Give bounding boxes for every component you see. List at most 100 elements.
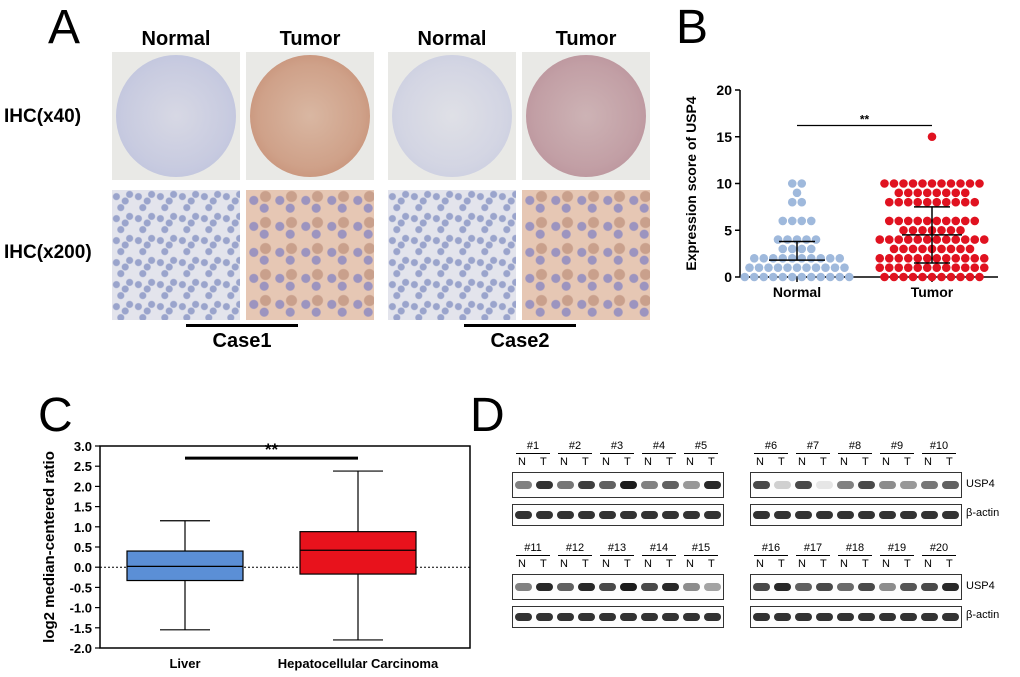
sample-id-label: #4	[652, 440, 666, 452]
b-data-point	[778, 254, 788, 263]
b-ytick-label: 10	[716, 176, 732, 192]
b-data-point	[908, 244, 918, 254]
lane-label-n: N	[560, 456, 568, 468]
b-data-point	[778, 272, 788, 282]
b-data-point	[811, 235, 821, 244]
b-data-point	[913, 235, 923, 244]
lane-label-t: T	[708, 558, 715, 570]
b-y-axis-label: Expression score of USP4	[683, 96, 699, 271]
b-data-point	[802, 263, 811, 272]
b-data-point	[835, 254, 845, 263]
beta-actin-band	[683, 511, 700, 519]
beta-actin-band	[753, 613, 770, 621]
beta-actin-band	[921, 511, 938, 519]
sample-id-label: #5	[694, 440, 708, 452]
sample-id-label: #18	[845, 542, 865, 554]
usp4-blot-strip	[512, 472, 724, 498]
b-data-point	[960, 254, 970, 263]
lane-label-t: T	[666, 456, 673, 468]
usp4-band	[816, 481, 833, 489]
beta-actin-band	[704, 613, 721, 621]
b-ytick-label: 15	[716, 129, 732, 145]
beta-actin-band	[900, 613, 917, 621]
beta-actin-band	[662, 511, 679, 519]
protein-label-beta-actin: β-actin	[966, 609, 1000, 621]
b-data-point	[787, 197, 797, 207]
b-data-point	[787, 254, 797, 263]
b-data-point	[937, 244, 946, 254]
sample-underline	[516, 453, 550, 454]
sample-underline	[754, 555, 788, 556]
c-ytick-label: -1.0	[70, 601, 92, 616]
b-xtick-label: Normal	[773, 284, 821, 300]
b-data-point	[951, 235, 961, 244]
b-data-point	[908, 225, 918, 235]
beta-actin-band	[578, 613, 595, 621]
b-data-point	[979, 263, 989, 272]
c-ytick-label: -1.5	[70, 621, 92, 636]
b-data-point	[913, 254, 923, 263]
b-ytick-label: 20	[716, 82, 732, 98]
b-data-point	[894, 263, 904, 272]
c-ytick-label: 2.0	[74, 479, 92, 494]
b-data-point	[768, 272, 778, 282]
lane-label-t: T	[820, 456, 827, 468]
beta-actin-band	[578, 511, 595, 519]
b-data-point	[956, 179, 965, 188]
b-data-point	[806, 254, 816, 263]
b-data-point	[908, 272, 918, 282]
lane-label-t: T	[778, 456, 785, 468]
sample-underline	[558, 453, 592, 454]
b-data-point	[979, 254, 989, 263]
sample-id-label: #9	[890, 440, 904, 452]
lane-label-t: T	[862, 558, 869, 570]
b-data-point	[903, 197, 913, 207]
beta-actin-blot-strip	[750, 606, 962, 628]
sample-underline	[838, 453, 872, 454]
row-label-ihc-x200: IHC(x200)	[4, 242, 92, 263]
sample-underline	[922, 453, 956, 454]
b-data-point	[965, 272, 975, 282]
b-data-point	[932, 188, 942, 198]
b-data-point	[918, 225, 927, 235]
lane-label-n: N	[924, 558, 932, 570]
sample-id-label: #2	[568, 440, 582, 452]
b-data-point	[960, 235, 970, 244]
usp4-band	[620, 583, 637, 591]
b-data-point	[927, 272, 937, 282]
lane-label-t: T	[540, 558, 547, 570]
usp4-band	[515, 481, 532, 489]
lane-label-n: N	[644, 456, 652, 468]
b-data-point	[941, 254, 951, 263]
b-data-point	[932, 235, 942, 244]
lane-label-t: T	[540, 456, 547, 468]
usp4-band	[795, 481, 812, 489]
beta-actin-band	[515, 511, 532, 519]
b-data-point	[835, 272, 845, 282]
b-data-point	[894, 197, 904, 207]
lane-label-n: N	[686, 558, 694, 570]
usp4-band	[753, 481, 770, 489]
panel-a-letter: A	[48, 1, 81, 54]
b-data-point	[783, 263, 792, 272]
ihc-x40-normal-case2	[388, 52, 516, 180]
lane-label-n: N	[518, 558, 526, 570]
beta-actin-blot-strip	[512, 606, 724, 628]
b-data-point	[941, 216, 951, 226]
c-ytick-label: 1.5	[74, 500, 92, 515]
beta-actin-band	[942, 511, 959, 519]
protein-label-usp4: USP4	[966, 580, 995, 592]
b-data-point	[922, 235, 932, 244]
col-header-tumor-1: Tumor	[279, 28, 341, 50]
b-data-point	[956, 225, 965, 235]
col-header-normal-1: Normal	[141, 28, 211, 50]
b-data-point	[880, 272, 889, 282]
usp4-band	[921, 583, 938, 591]
case2-label: Case2	[490, 330, 550, 352]
b-data-point	[975, 272, 984, 282]
sample-underline	[880, 453, 914, 454]
b-data-point	[932, 254, 942, 263]
lane-label-n: N	[686, 456, 694, 468]
b-significance-stars: **	[860, 113, 870, 127]
b-data-point	[816, 254, 826, 263]
